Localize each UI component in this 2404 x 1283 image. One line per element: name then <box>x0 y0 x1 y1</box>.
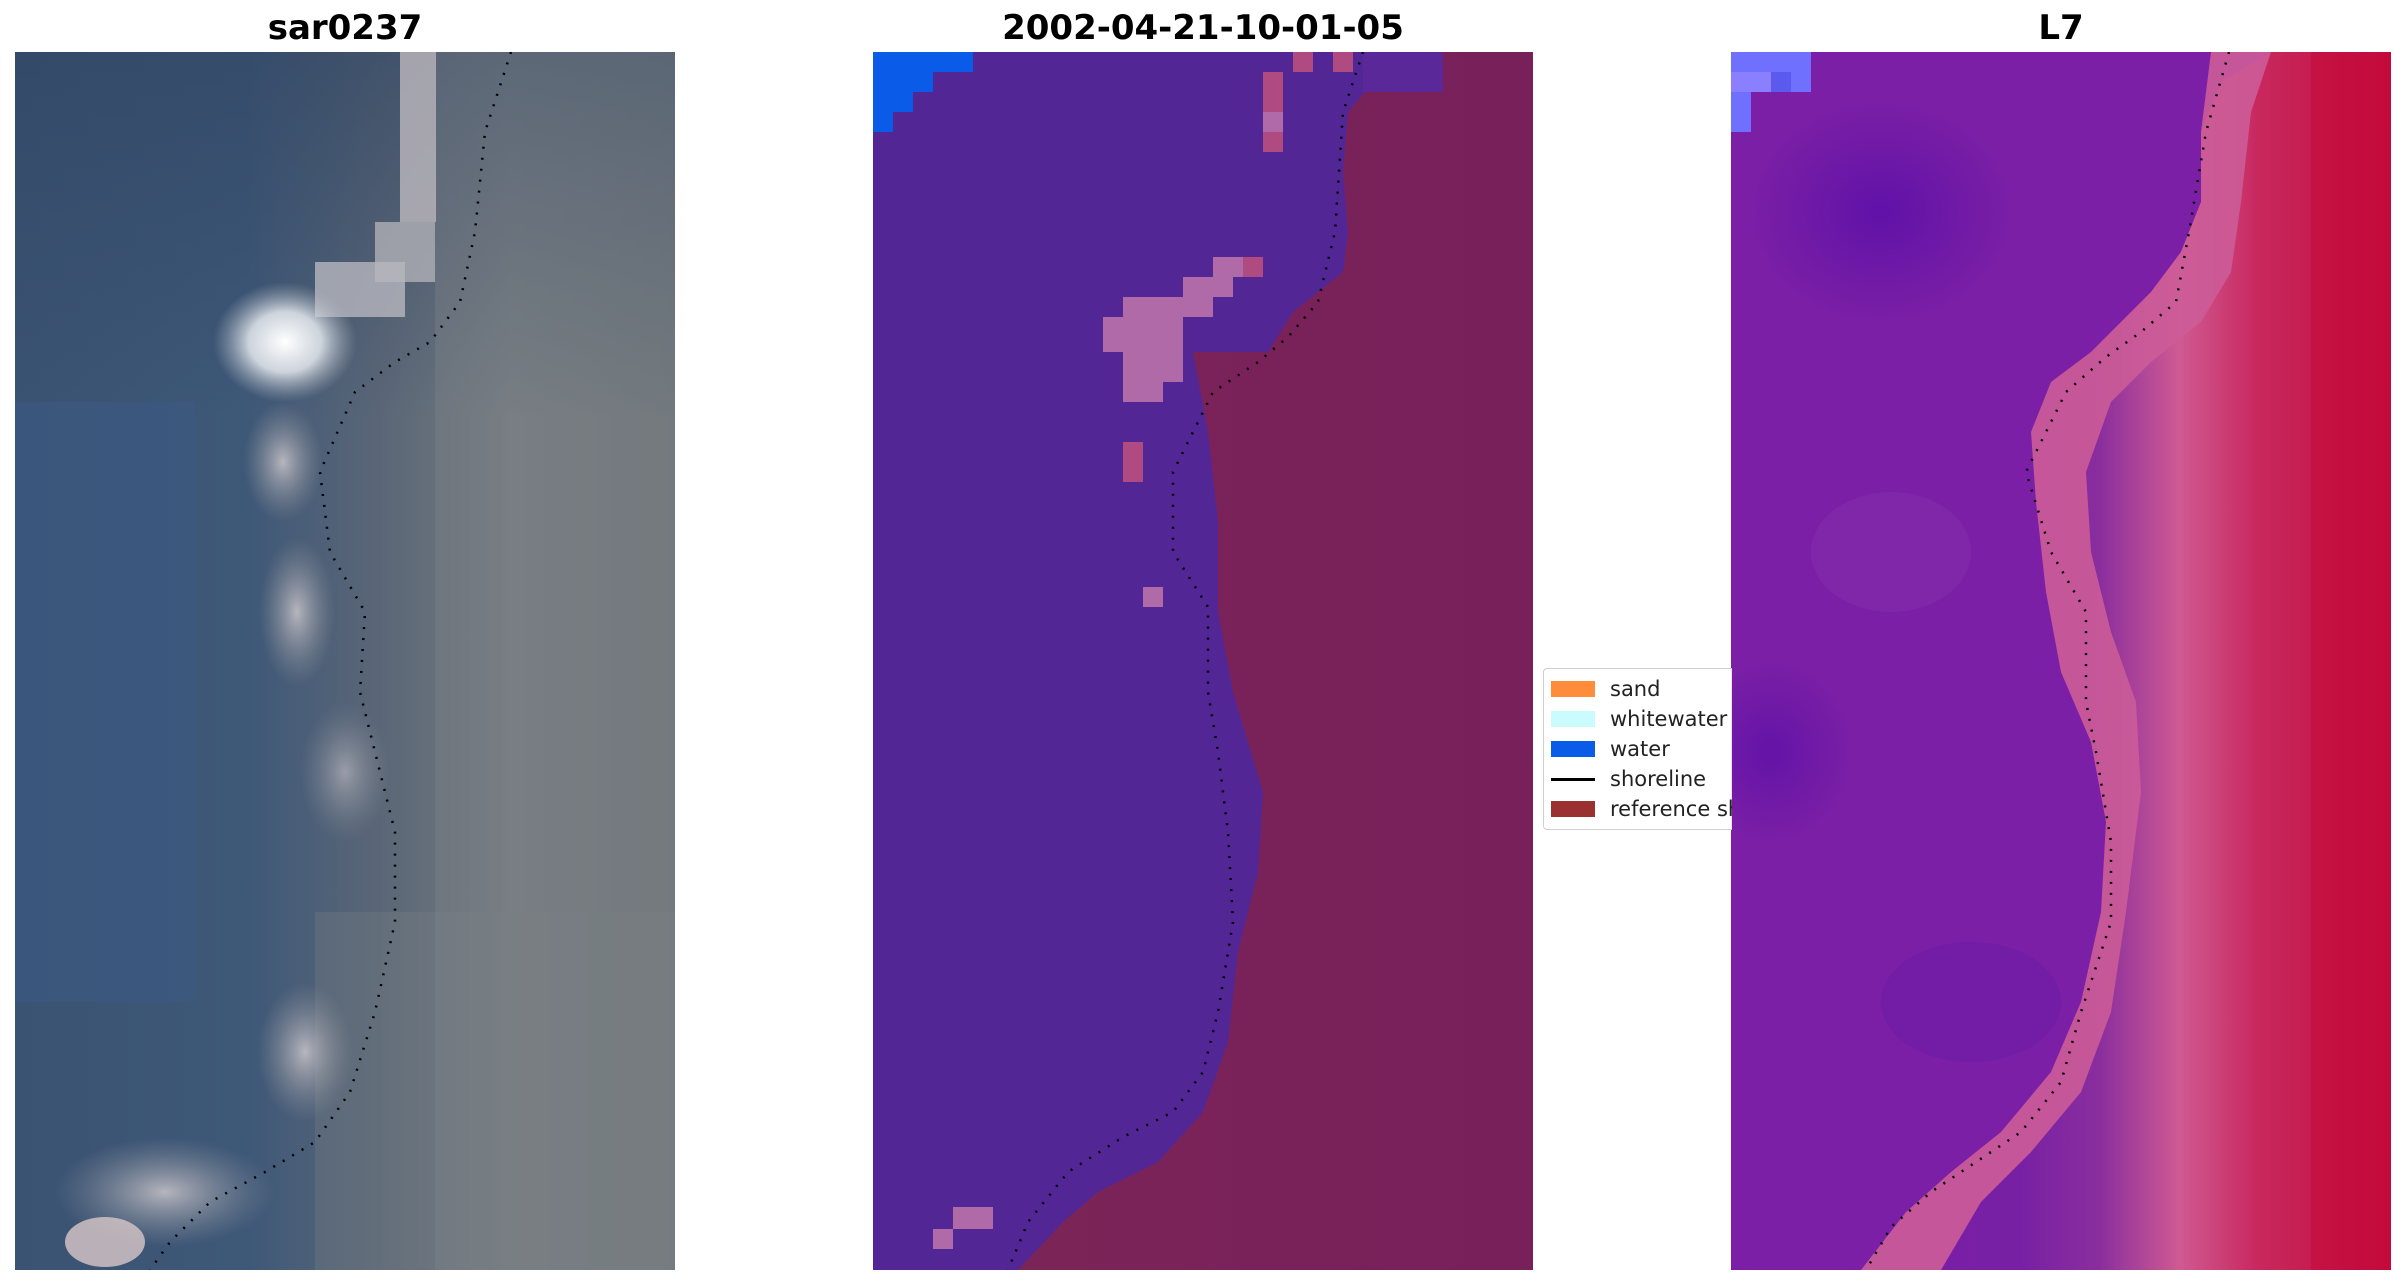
legend-label-shoreline: shoreline <box>1610 767 1707 791</box>
panel-title-rgb: sar0237 <box>267 8 423 48</box>
legend-swatch-water <box>1551 741 1595 757</box>
index-land-region <box>1861 52 2391 1270</box>
legend-label-reference-shoreline: reference shoreline <box>1610 797 1732 821</box>
legend-line-shoreline <box>1551 778 1595 781</box>
legend-swatch-sand <box>1551 681 1595 697</box>
whitewater-glare <box>213 282 357 402</box>
rgb-image-panel <box>15 52 675 1270</box>
legend: sand whitewater water shoreline referenc… <box>1543 668 1732 830</box>
legend-label-water: water <box>1610 737 1670 761</box>
legend-item-whitewater: whitewater <box>1544 703 1732 733</box>
panel-title-mndwi: L7 <box>2038 8 2084 48</box>
legend-item-reference-shoreline: reference shoreline <box>1544 793 1732 823</box>
index-image-panel <box>1731 52 2391 1270</box>
classified-image <box>873 52 1533 1270</box>
class-land-region <box>1018 52 1533 1270</box>
class-water-corner <box>873 52 973 72</box>
index-image <box>1731 52 2391 1270</box>
legend-label-whitewater: whitewater <box>1610 707 1728 731</box>
classified-image-panel <box>873 52 1533 1270</box>
panel-title-classified: 2002-04-21-10-01-05 <box>1002 8 1404 48</box>
legend-item-sand: sand <box>1544 673 1732 703</box>
legend-swatch-whitewater <box>1551 711 1595 727</box>
class-patch <box>1103 257 1253 402</box>
legend-item-shoreline: shoreline <box>1544 763 1732 793</box>
legend-swatch-reference-shoreline <box>1551 801 1595 817</box>
legend-label-sand: sand <box>1610 677 1661 701</box>
rgb-image <box>15 52 675 1270</box>
legend-item-water: water <box>1544 733 1732 763</box>
